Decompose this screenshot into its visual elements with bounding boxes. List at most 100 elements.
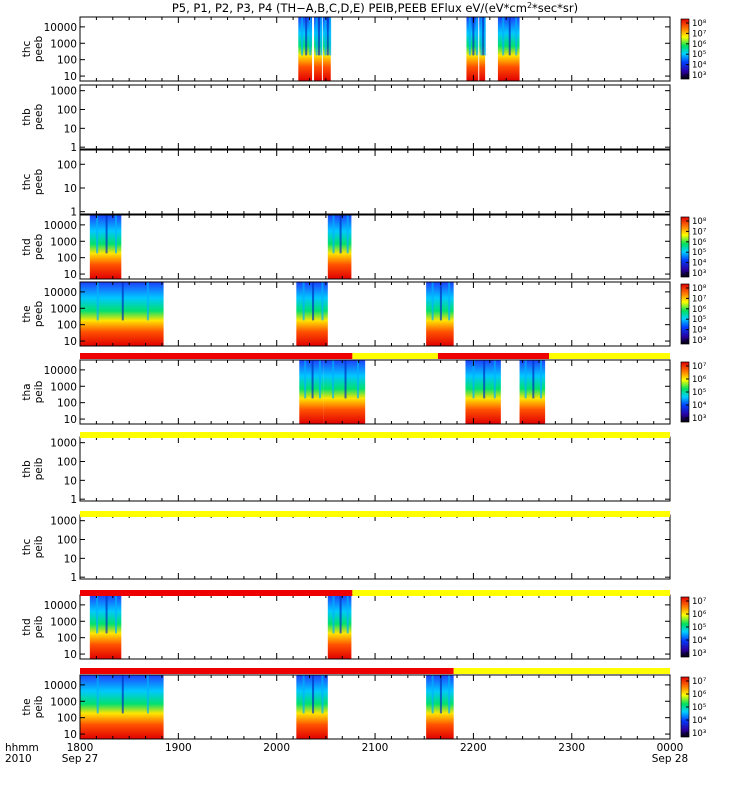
spectrogram-streak bbox=[346, 595, 349, 634]
y-tick-label: 1000 bbox=[50, 86, 77, 98]
x-tick-label: 0000 bbox=[657, 742, 684, 754]
y-tick-label: 10 bbox=[64, 553, 77, 565]
colorbar-label: 10⁸ bbox=[692, 284, 707, 294]
panel-probe-label: thd bbox=[21, 238, 33, 255]
colorbar-label: 10⁵ bbox=[692, 388, 706, 398]
spectrogram-streak bbox=[332, 360, 335, 399]
y-tick-label: 10 bbox=[64, 183, 77, 195]
spectrogram-streak bbox=[332, 595, 335, 634]
spectrogram-streak bbox=[312, 282, 315, 321]
spectrogram-streak bbox=[524, 360, 527, 399]
panel-frame bbox=[79, 674, 671, 740]
colorbar-label: 10³ bbox=[692, 414, 706, 424]
y-tick-label: 100 bbox=[57, 713, 77, 725]
y-tick-label: 10000 bbox=[44, 365, 77, 377]
spectrogram-streak bbox=[339, 595, 342, 634]
spectrogram-streak bbox=[502, 17, 505, 56]
y-tick-label: 100 bbox=[57, 457, 77, 469]
y-tick-label: 10 bbox=[64, 475, 77, 487]
y-tick-label: 100 bbox=[57, 398, 77, 410]
spectrogram-streak bbox=[321, 675, 324, 714]
panel-thc-peib: 1 10 100 1000 thc peib bbox=[21, 514, 671, 584]
spectrogram-streak bbox=[96, 595, 99, 634]
spectrogram-streak bbox=[508, 17, 511, 56]
spectrogram-streak bbox=[305, 17, 308, 56]
colorbar-label: 10⁴ bbox=[692, 259, 707, 269]
y-tick-label: 1 bbox=[70, 572, 77, 584]
y-tick-label: 100 bbox=[57, 535, 77, 547]
colorbar-label: 10⁶ bbox=[692, 375, 707, 385]
x-tick-label: 2200 bbox=[460, 742, 487, 754]
panel-frame bbox=[79, 281, 671, 347]
spectrogram-streak bbox=[439, 675, 442, 714]
spectrogram-streak bbox=[532, 360, 535, 399]
panel-probe-label: the bbox=[21, 305, 33, 322]
spectrogram-streak bbox=[475, 17, 478, 56]
spectrogram-streak bbox=[515, 17, 518, 56]
y-tick-label: 10 bbox=[64, 123, 77, 135]
y-tick-label: 10 bbox=[64, 729, 77, 741]
colorbar-label: 10⁵ bbox=[692, 248, 706, 258]
panel-the-peib: 10 100 1000 10000 the peib 10³ 10⁴ 10⁵ 10⁶ 10⁷ bbox=[21, 674, 707, 741]
mode-bar-segment bbox=[80, 668, 454, 674]
mode-bar-segment bbox=[80, 353, 353, 359]
colorbar-label: 10⁴ bbox=[692, 716, 707, 726]
spectrogram-streak bbox=[121, 675, 124, 714]
colorbar bbox=[680, 283, 690, 345]
spectrogram-streak bbox=[493, 360, 496, 399]
panel-probe-label: tha bbox=[21, 383, 33, 400]
colorbar bbox=[680, 216, 690, 278]
y-tick-label: 1 bbox=[70, 207, 77, 219]
colorbar-label: 10³ bbox=[692, 336, 706, 346]
colorbar-label: 10⁶ bbox=[692, 305, 707, 315]
spectrogram-streak bbox=[483, 360, 486, 399]
panel-probe-label: thb bbox=[21, 108, 33, 126]
x-tick-label: 2100 bbox=[362, 742, 389, 754]
spectrogram-streak bbox=[304, 360, 307, 399]
colorbar-label: 10⁷ bbox=[692, 677, 707, 687]
colorbar-label: 10³ bbox=[692, 649, 706, 659]
spectrogram-block bbox=[322, 17, 331, 81]
y-tick-label: 1000 bbox=[50, 381, 77, 393]
mode-bar-segment bbox=[80, 432, 670, 438]
panel-frame bbox=[79, 84, 671, 150]
y-tick-label: 1000 bbox=[50, 236, 77, 248]
mode-bar-segment bbox=[437, 353, 550, 359]
x-tick-label: 2000 bbox=[263, 742, 290, 754]
x-date-left: Sep 27 bbox=[62, 753, 99, 765]
spectrogram-streak bbox=[146, 282, 149, 321]
panel-probe-label: thd bbox=[21, 618, 33, 635]
spectrogram-streak bbox=[146, 675, 149, 714]
y-tick-label: 1000 bbox=[50, 303, 77, 315]
y-tick-label: 1000 bbox=[50, 438, 77, 450]
colorbar-label: 10⁷ bbox=[692, 29, 707, 39]
panel-frame bbox=[79, 214, 671, 280]
colorbar-label: 10⁶ bbox=[692, 610, 707, 620]
colorbar-label: 10⁴ bbox=[692, 636, 707, 646]
spectrogram-streak bbox=[344, 360, 347, 399]
colorbar-label: 10⁵ bbox=[692, 703, 706, 713]
panel-frame bbox=[79, 359, 671, 425]
x-tick-label: 2300 bbox=[558, 742, 585, 754]
spectrogram-streak bbox=[115, 595, 118, 634]
colorbar-label: 10⁶ bbox=[692, 238, 707, 248]
panel-frame bbox=[79, 514, 671, 580]
colorbar-label: 10⁸ bbox=[692, 19, 707, 29]
spectrogram-streak bbox=[439, 282, 442, 321]
y-tick-label: 100 bbox=[57, 159, 77, 171]
y-tick-label: 1000 bbox=[50, 616, 77, 628]
panel-frame bbox=[79, 594, 671, 660]
x-label-year: 2010 bbox=[5, 753, 32, 765]
spectrogram-streak bbox=[312, 675, 315, 714]
mode-bar-segment bbox=[549, 353, 670, 359]
spectrogram-streak bbox=[115, 215, 118, 254]
y-tick-label: 10000 bbox=[44, 22, 77, 34]
y-tick-label: 10 bbox=[64, 336, 77, 348]
spectrogram-streak bbox=[482, 17, 485, 56]
spectrogram-streak bbox=[483, 17, 486, 56]
panel-tha-peib: 10 100 1000 10000 tha peib 10³ 10⁴ 10⁵ 10⁶ 10⁷ bbox=[21, 359, 707, 426]
y-tick-label: 100 bbox=[57, 55, 77, 67]
